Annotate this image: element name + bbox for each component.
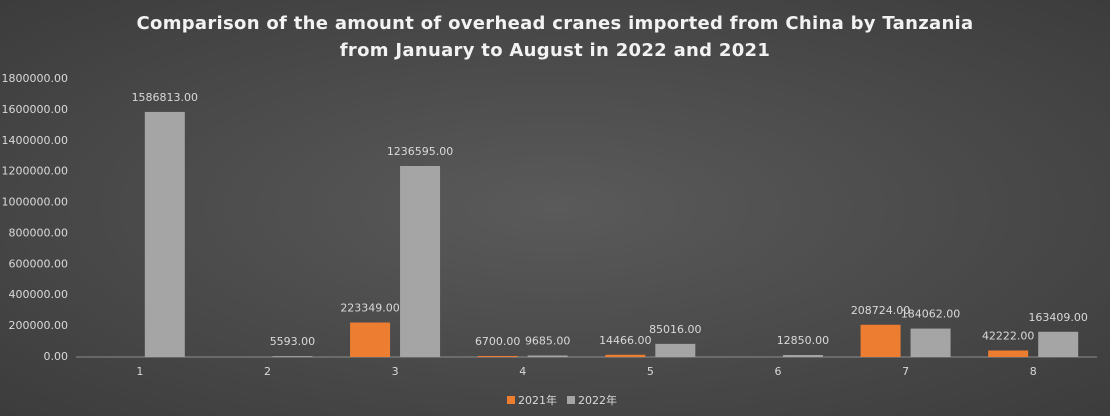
y-tick-label: 600000.00 — [9, 257, 69, 270]
bar — [655, 343, 696, 357]
bar — [1038, 331, 1079, 357]
x-tick-label: 5 — [647, 365, 654, 378]
legend-label: 2021年 — [518, 393, 557, 407]
value-label: 12850.00 — [777, 334, 830, 347]
value-label: 184062.00 — [901, 308, 961, 321]
y-tick-label: 400000.00 — [9, 288, 69, 301]
bar — [988, 350, 1029, 357]
y-tick-label: 0.00 — [44, 350, 69, 363]
value-label: 208724.00 — [851, 304, 911, 317]
bar — [272, 356, 313, 357]
x-tick-label: 8 — [1030, 365, 1037, 378]
x-tick-label: 6 — [774, 365, 781, 378]
value-label: 42222.00 — [982, 329, 1035, 342]
y-tick-label: 1400000.00 — [2, 134, 68, 147]
bar — [860, 324, 901, 357]
value-label: 85016.00 — [649, 323, 702, 336]
legend-swatch — [567, 396, 575, 404]
value-label: 5593.00 — [270, 335, 316, 348]
y-tick-label: 1600000.00 — [2, 103, 68, 116]
bar — [605, 354, 646, 357]
x-tick-label: 4 — [519, 365, 526, 378]
bar — [477, 355, 518, 357]
value-label: 163409.00 — [1028, 311, 1088, 324]
bar — [400, 166, 441, 357]
x-tick-label: 7 — [902, 365, 909, 378]
value-label: 9685.00 — [525, 335, 571, 348]
bar — [144, 111, 185, 358]
x-tick-label: 2 — [264, 365, 271, 378]
value-label: 6700.00 — [475, 335, 521, 348]
x-tick-label: 1 — [136, 365, 143, 378]
value-label: 14466.00 — [599, 334, 652, 347]
bar — [350, 322, 391, 357]
bar — [910, 328, 951, 357]
legend-label: 2022年 — [578, 393, 617, 407]
y-tick-label: 1800000.00 — [2, 72, 68, 85]
x-tick-label: 3 — [392, 365, 399, 378]
chart-title: Comparison of the amount of overhead cra… — [136, 13, 974, 61]
value-label: 1236595.00 — [387, 145, 453, 158]
y-tick-label: 200000.00 — [9, 319, 69, 332]
bar — [782, 355, 823, 357]
bar — [527, 355, 568, 357]
y-tick-label: 800000.00 — [9, 226, 69, 239]
value-label: 223349.00 — [340, 302, 400, 315]
y-tick-label: 1000000.00 — [2, 196, 68, 209]
value-label: 1586813.00 — [132, 91, 198, 104]
y-tick-label: 1200000.00 — [2, 165, 68, 178]
legend-swatch — [507, 396, 515, 404]
